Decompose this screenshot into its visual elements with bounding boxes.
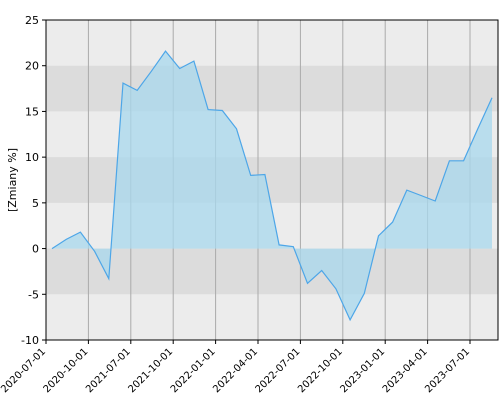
y-tick-label: 25 — [25, 14, 39, 27]
band — [46, 248, 498, 295]
area — [52, 51, 492, 320]
y-tick-label: 0 — [32, 243, 39, 256]
y-tick-label: -5 — [28, 288, 39, 301]
plot-frame — [45, 19, 499, 341]
y-tick-label: 15 — [25, 105, 39, 118]
y-tick-label: -10 — [21, 334, 39, 347]
y-axis-label: [Zmiany %] — [6, 148, 19, 212]
band — [46, 65, 498, 112]
x-tick-label: 2023-07-01 — [423, 346, 472, 395]
y-tick-label: 10 — [25, 151, 39, 164]
line — [51, 50, 493, 322]
band — [46, 157, 498, 203]
y-tick-label: 5 — [32, 197, 39, 210]
y-tick-label: 20 — [25, 60, 39, 73]
